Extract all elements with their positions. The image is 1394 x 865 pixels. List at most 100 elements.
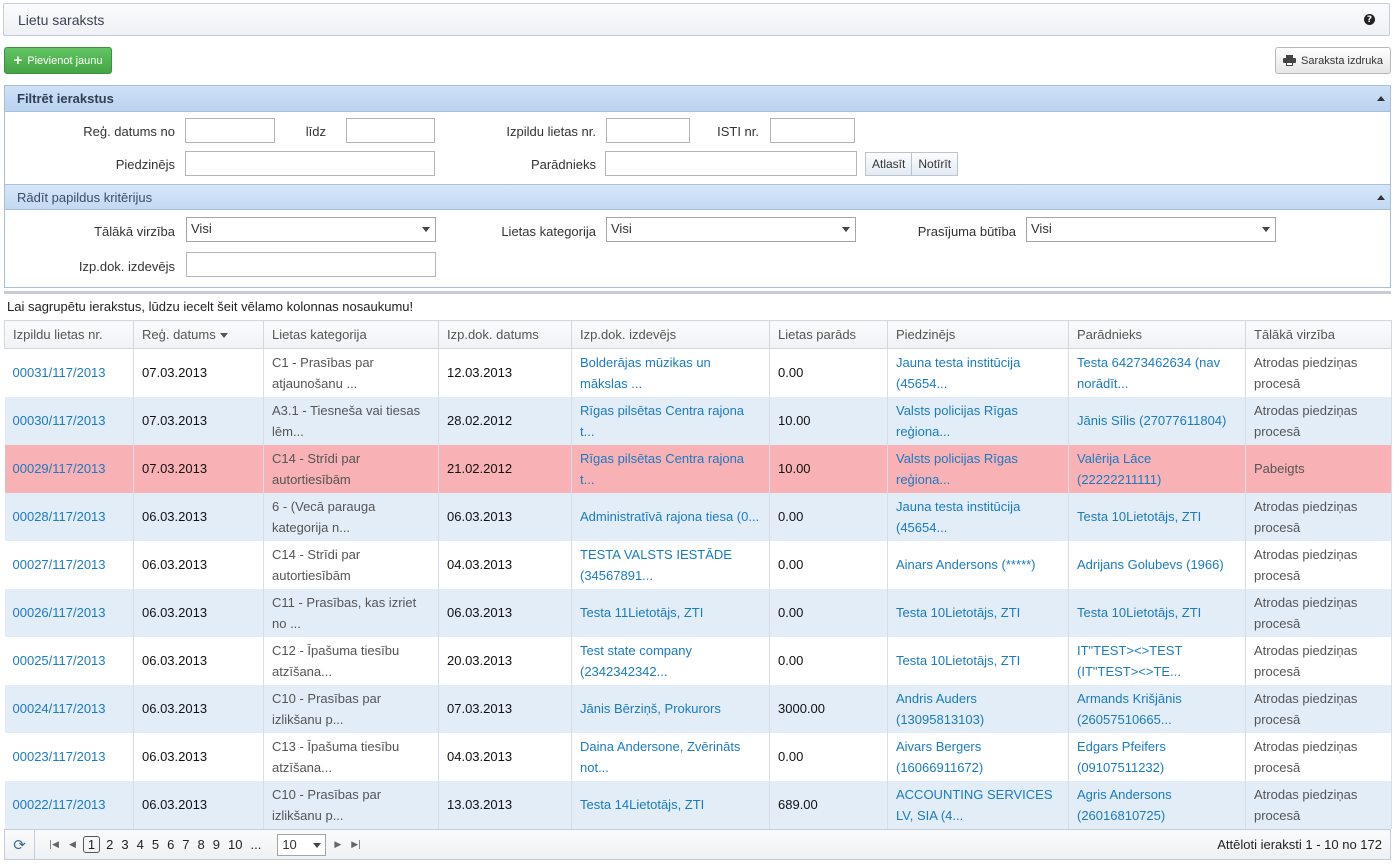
further-action-select[interactable]: Visi bbox=[186, 217, 436, 242]
page-number-3[interactable]: 3 bbox=[121, 837, 129, 852]
debtor-link[interactable]: Testa 10Lietotājs, ZTI bbox=[1077, 509, 1201, 524]
claimant-link[interactable]: Valsts policijas Rīgas reģiona... bbox=[896, 403, 1018, 439]
case-nr-link[interactable]: 00029/117/2013 bbox=[12, 461, 106, 476]
case-nr-link[interactable]: 00026/117/2013 bbox=[12, 605, 106, 620]
col-header-debt[interactable]: Lietas parāds bbox=[769, 320, 888, 349]
debtor-link[interactable]: Jānis Sīlis (27077611804) bbox=[1077, 413, 1226, 428]
issuer-input[interactable] bbox=[186, 252, 436, 277]
case-nr-input[interactable] bbox=[606, 118, 690, 143]
print-list-button[interactable]: Saraksta izdruka bbox=[1275, 47, 1391, 74]
table-row[interactable]: 00026/117/2013 06.03.2013 C11 - Prasības, … bbox=[4, 588, 1392, 637]
claimant-link[interactable]: Andris Auders (13095813103) bbox=[896, 691, 984, 727]
table-row[interactable]: 00031/117/2013 07.03.2013 C1 - Prasības pa… bbox=[4, 348, 1392, 397]
cell-debtor: Armands Krišjānis (26057510665... bbox=[1068, 684, 1246, 733]
issuer-link[interactable]: Administratīvā rajona tiesa (0... bbox=[580, 509, 759, 524]
col-header-claimant[interactable]: Piedzinējs bbox=[887, 320, 1069, 349]
page-number-6[interactable]: 6 bbox=[167, 837, 175, 852]
first-page-icon[interactable]: |◀ bbox=[49, 839, 59, 850]
debtor-link[interactable]: Testa 10Lietotājs, ZTI bbox=[1077, 605, 1201, 620]
issuer-link[interactable]: Rīgas pilsētas Centra rajona t... bbox=[580, 451, 744, 487]
claimant-link[interactable]: ACCOUNTING SERVICES LV, SIA (4... bbox=[896, 787, 1053, 823]
col-header-status[interactable]: Tālākā virzība bbox=[1245, 320, 1392, 349]
col-header-doc-date[interactable]: Izp.dok. datums bbox=[438, 320, 572, 349]
prev-page-icon[interactable]: ◀ bbox=[68, 839, 76, 850]
issuer-link[interactable]: Test state company (2342342342... bbox=[580, 643, 692, 679]
page-number-4[interactable]: 4 bbox=[136, 837, 144, 852]
col-header-reg-date[interactable]: Reģ. datums bbox=[133, 320, 264, 349]
page-number-8[interactable]: 8 bbox=[197, 837, 205, 852]
debtor-input[interactable] bbox=[605, 151, 857, 176]
reg-date-from-input[interactable] bbox=[185, 118, 275, 143]
cell-issuer: Test state company (2342342342... bbox=[571, 636, 770, 685]
page-size-select[interactable]: 10 bbox=[277, 833, 327, 856]
case-nr-link[interactable]: 00024/117/2013 bbox=[12, 701, 106, 716]
case-nr-link[interactable]: 00027/117/2013 bbox=[12, 557, 106, 572]
debtor-link[interactable]: Valērija Lāce (22222211111) bbox=[1077, 451, 1161, 487]
refresh-icon[interactable]: ⟳ bbox=[5, 830, 35, 859]
case-category-select[interactable]: Visi bbox=[606, 217, 856, 242]
table-row[interactable]: 00025/117/2013 06.03.2013 C12 - Īpašuma ti… bbox=[4, 636, 1392, 685]
reg-date-to-input[interactable] bbox=[346, 118, 435, 143]
issuer-link[interactable]: Testa 11Lietotājs, ZTI bbox=[580, 605, 703, 620]
filter-panel-header[interactable]: Filtrēt ierakstus bbox=[5, 86, 1390, 112]
table-row[interactable]: 00027/117/2013 06.03.2013 C14 - Strīdi par… bbox=[4, 540, 1392, 589]
claimant-link[interactable]: Ainars Andersons (*****) bbox=[896, 557, 1035, 572]
page-number-2[interactable]: 2 bbox=[106, 837, 114, 852]
claimant-link[interactable]: Valsts policijas Rīgas reģiona... bbox=[896, 451, 1018, 487]
debtor-link[interactable]: Agris Andersons (26016810725) bbox=[1077, 787, 1172, 823]
claimant-link[interactable]: Testa 10Lietotājs, ZTI bbox=[896, 605, 1020, 620]
col-header-case-nr[interactable]: Izpildu lietas nr. bbox=[4, 320, 134, 349]
table-row[interactable]: 00029/117/2013 07.03.2013 C14 - Strīdi par… bbox=[4, 444, 1392, 493]
page-number-5[interactable]: 5 bbox=[151, 837, 160, 852]
page-number-7[interactable]: 7 bbox=[182, 837, 190, 852]
last-page-icon[interactable]: ▶| bbox=[351, 839, 362, 850]
case-nr-link[interactable]: 00030/117/2013 bbox=[12, 413, 106, 428]
page-number-9[interactable]: 9 bbox=[212, 837, 220, 852]
page-number-10[interactable]: 10 bbox=[228, 837, 243, 852]
case-nr-link[interactable]: 00022/117/2013 bbox=[12, 797, 106, 812]
debtor-link[interactable]: IT"TEST><>TEST (IT"TEST><>TE... bbox=[1077, 643, 1182, 679]
table-row[interactable]: 00030/117/2013 07.03.2013 A3.1 - Tiesneša … bbox=[4, 396, 1392, 445]
issuer-link[interactable]: Rīgas pilsētas Centra rajona t... bbox=[580, 403, 744, 439]
table-row[interactable]: 00023/117/2013 06.03.2013 C13 - Īpašuma ti… bbox=[4, 732, 1392, 781]
claimant-link[interactable]: Jauna testa institūcija (45654... bbox=[896, 355, 1020, 391]
add-new-button[interactable]: + Pievienot jaunu bbox=[4, 47, 112, 74]
collapse-icon[interactable] bbox=[1377, 195, 1385, 200]
isti-input[interactable] bbox=[770, 118, 855, 143]
col-header-category[interactable]: Lietas kategorija bbox=[263, 320, 439, 349]
debtor-link[interactable]: Armands Krišjānis (26057510665... bbox=[1077, 691, 1182, 727]
help-icon[interactable]: ? bbox=[1364, 14, 1375, 25]
case-nr-link[interactable]: 00031/117/2013 bbox=[12, 365, 106, 381]
debtor-link[interactable]: Testa 64273462634 (nav norādīt... bbox=[1077, 355, 1220, 391]
cell-debt: 689.00 bbox=[769, 780, 888, 829]
case-nr-link[interactable]: 00023/117/2013 bbox=[12, 749, 106, 764]
claim-nature-select[interactable]: Visi bbox=[1026, 217, 1276, 242]
collapse-icon[interactable] bbox=[1377, 96, 1385, 101]
claimant-link[interactable]: Aivars Bergers (16066911672) bbox=[896, 739, 983, 775]
group-drop-area[interactable]: Lai sagrupētu ierakstus, lūdzu iecelt še… bbox=[4, 291, 1391, 320]
col-header-issuer[interactable]: Izp.dok. izdevējs bbox=[571, 320, 770, 349]
claimant-input[interactable] bbox=[185, 151, 435, 176]
claimant-link[interactable]: Jauna testa institūcija (45654... bbox=[896, 499, 1020, 535]
page-number-1[interactable]: 1 bbox=[82, 836, 101, 853]
issuer-link[interactable]: Bolderājas mūzikas un mākslas ... bbox=[580, 355, 711, 391]
next-page-icon[interactable]: ▶ bbox=[334, 839, 342, 850]
issuer-link[interactable]: Jānis Bērziņš, Prokurors bbox=[580, 701, 721, 716]
col-header-debtor[interactable]: Parādnieks bbox=[1068, 320, 1246, 349]
clear-filter-button[interactable]: Notīrīt bbox=[912, 152, 959, 176]
case-nr-link[interactable]: 00025/117/2013 bbox=[12, 653, 106, 668]
issuer-link[interactable]: Testa 14Lietotājs, ZTI bbox=[580, 797, 704, 812]
apply-filter-button[interactable]: Atlasīt bbox=[865, 152, 913, 176]
table-row[interactable]: 00024/117/2013 06.03.2013 C10 - Prasības p… bbox=[4, 684, 1392, 733]
claimant-link[interactable]: Testa 10Lietotājs, ZTI bbox=[896, 653, 1020, 668]
table-row[interactable]: 00022/117/2013 06.03.2013 C10 - Prasības p… bbox=[4, 780, 1392, 829]
debtor-link[interactable]: Edgars Pfeifers (09107511232) bbox=[1077, 739, 1166, 775]
issuer-link[interactable]: TESTA VALSTS IESTĀDE (34567891... bbox=[580, 547, 732, 583]
case-nr-link[interactable]: 00028/117/2013 bbox=[12, 509, 106, 524]
extra-criteria-panel: Rādīt papildus kritērijus bbox=[5, 184, 1390, 210]
debtor-link[interactable]: Adrijans Golubevs (1966) bbox=[1077, 557, 1224, 572]
table-row[interactable]: 00028/117/2013 06.03.2013 6 - (Vecā paraug… bbox=[4, 492, 1392, 541]
extra-criteria-header[interactable]: Rādīt papildus kritērijus bbox=[5, 184, 1390, 210]
issuer-link[interactable]: Daina Andersone, Zvērināts not... bbox=[580, 739, 740, 775]
page-number-...[interactable]: ... bbox=[250, 837, 262, 852]
